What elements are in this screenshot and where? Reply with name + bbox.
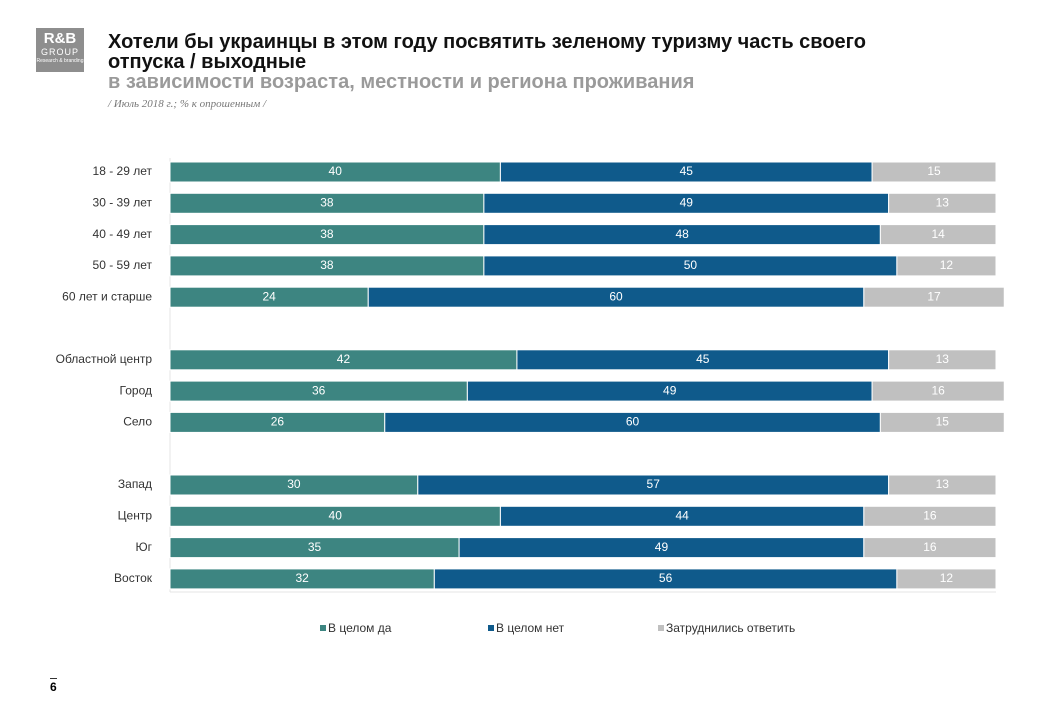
data-label: 50 <box>684 258 698 272</box>
y-tick-label: 60 лет и старше <box>62 289 152 303</box>
data-label: 49 <box>680 195 694 209</box>
logo-tagline: Research & branding <box>36 58 84 64</box>
data-label: 14 <box>932 227 946 241</box>
bar-segment <box>888 474 997 496</box>
bar-segment <box>863 286 1005 308</box>
data-label: 17 <box>927 289 941 303</box>
y-tick-label: Запад <box>118 477 152 491</box>
data-label: 40 <box>329 164 343 178</box>
data-label: 42 <box>337 352 351 366</box>
data-label: 30 <box>287 477 301 491</box>
bar-segment <box>863 537 997 559</box>
y-tick-label: 18 - 29 лет <box>93 164 153 178</box>
data-label: 24 <box>262 289 276 303</box>
chart-note: / Июль 2018 г.; % к опрошенным / <box>108 98 267 110</box>
bar-segment <box>896 255 997 277</box>
data-label: 40 <box>329 508 343 522</box>
y-tick-label: Восток <box>114 571 153 585</box>
data-label: 45 <box>680 164 694 178</box>
data-label: 57 <box>647 477 661 491</box>
y-tick-label: Областной центр <box>56 352 153 366</box>
bar-segment <box>863 505 997 527</box>
legend-label: В целом нет <box>496 621 565 635</box>
data-label: 45 <box>696 352 710 366</box>
y-tick-label: Город <box>120 383 152 397</box>
data-label: 13 <box>936 352 950 366</box>
data-label: 44 <box>675 508 689 522</box>
y-tick-label: Юг <box>136 540 153 554</box>
data-label: 13 <box>936 195 950 209</box>
data-label: 60 <box>609 289 623 303</box>
y-tick-label: Село <box>123 415 152 429</box>
data-label: 36 <box>312 383 326 397</box>
data-label: 16 <box>923 540 937 554</box>
data-label: 15 <box>936 415 950 429</box>
data-label: 38 <box>320 195 334 209</box>
bar-segment <box>879 411 1005 433</box>
bar-segment <box>871 161 997 183</box>
bar-segment <box>888 192 997 214</box>
data-label: 32 <box>295 571 309 585</box>
legend-marker <box>488 625 494 631</box>
y-tick-label: 30 - 39 лет <box>93 195 153 209</box>
legend-label: Затруднились ответить <box>666 621 795 635</box>
data-label: 12 <box>940 571 954 585</box>
chart-subtitle: в зависимости возраста, местности и реги… <box>108 71 695 93</box>
y-tick-label: 40 - 49 лет <box>93 227 153 241</box>
bar-segment <box>896 568 997 590</box>
chart-title: Хотели бы украинцы в этом году посвятить… <box>108 31 866 73</box>
y-tick-label: Центр <box>118 508 153 522</box>
data-label: 49 <box>663 383 677 397</box>
legend-marker <box>320 625 326 631</box>
bar-segment <box>879 224 997 246</box>
data-label: 56 <box>659 571 673 585</box>
bar-segment <box>888 349 997 371</box>
data-label: 38 <box>320 227 334 241</box>
data-label: 15 <box>927 164 941 178</box>
y-tick-label: 50 - 59 лет <box>93 258 153 272</box>
logo: R&B GROUP Research & branding <box>36 28 84 72</box>
data-label: 38 <box>320 258 334 272</box>
data-label: 16 <box>932 383 946 397</box>
data-label: 48 <box>675 227 689 241</box>
bar-segment <box>871 380 1005 402</box>
legend-label: В целом да <box>328 621 392 635</box>
legend-marker <box>658 625 664 631</box>
data-label: 13 <box>936 477 950 491</box>
page-number: 6 <box>50 678 57 694</box>
data-label: 35 <box>308 540 322 554</box>
logo-group: GROUP <box>40 47 79 57</box>
logo-name: R&B <box>43 30 77 47</box>
data-label: 12 <box>940 258 954 272</box>
data-label: 60 <box>626 415 640 429</box>
data-label: 49 <box>655 540 669 554</box>
data-label: 26 <box>271 415 285 429</box>
data-label: 16 <box>923 508 937 522</box>
